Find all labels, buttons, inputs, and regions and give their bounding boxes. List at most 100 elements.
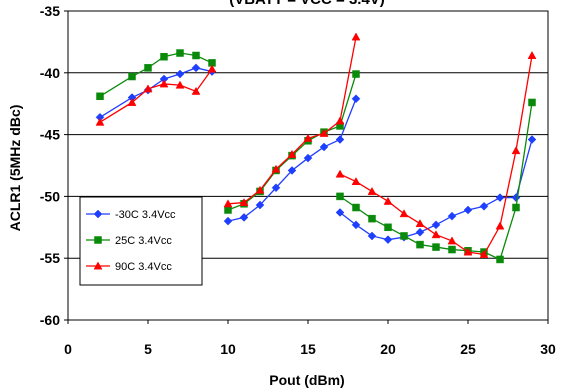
data-point bbox=[415, 227, 425, 237]
data-point bbox=[335, 135, 345, 144]
legend-marker bbox=[93, 261, 103, 270]
data-point bbox=[495, 193, 505, 202]
legend-item: 90C 3.4Vcc bbox=[86, 261, 172, 273]
series-layer bbox=[95, 32, 537, 264]
data-point bbox=[432, 243, 440, 251]
data-point bbox=[479, 249, 489, 258]
data-point bbox=[175, 69, 185, 79]
data-point bbox=[351, 32, 361, 41]
data-point bbox=[95, 117, 105, 126]
x-axis-title: Pout (dBm) bbox=[269, 372, 344, 388]
legend-item: 25C 3.4Vcc bbox=[86, 235, 172, 247]
data-point bbox=[511, 146, 521, 155]
data-point bbox=[528, 98, 536, 107]
data-point bbox=[463, 247, 473, 256]
data-point bbox=[351, 220, 361, 230]
data-point bbox=[224, 206, 232, 214]
data-point bbox=[383, 235, 393, 245]
data-point bbox=[431, 230, 441, 239]
legend-marker bbox=[93, 209, 103, 219]
data-point bbox=[176, 49, 184, 57]
x-tick-label: 5 bbox=[144, 341, 152, 357]
data-point bbox=[448, 245, 456, 254]
data-point bbox=[207, 64, 217, 73]
data-point bbox=[351, 177, 361, 186]
legend-marker bbox=[94, 236, 102, 244]
data-point bbox=[399, 209, 409, 218]
series-line bbox=[99, 68, 213, 123]
data-point bbox=[319, 128, 329, 137]
data-point bbox=[479, 201, 489, 211]
data-point bbox=[127, 97, 137, 106]
data-point bbox=[415, 219, 425, 228]
data-point bbox=[128, 72, 136, 81]
data-point bbox=[527, 135, 537, 144]
y-tick-label: -45 bbox=[40, 127, 60, 143]
data-point bbox=[96, 92, 104, 101]
data-point bbox=[239, 198, 249, 207]
legend: -30C 3.4Vcc 25C 3.4Vcc 90C 3.4Vcc bbox=[79, 196, 203, 286]
data-point bbox=[144, 64, 152, 72]
data-point bbox=[271, 183, 281, 193]
data-point bbox=[192, 51, 200, 60]
legend-label: -30C 3.4Vcc bbox=[115, 209, 176, 221]
y-tick-label: -40 bbox=[40, 65, 60, 81]
data-point bbox=[512, 203, 520, 212]
data-point bbox=[303, 153, 313, 163]
data-point bbox=[191, 63, 201, 73]
y-axis: -35 -40 -45 -50 -55 -60 bbox=[40, 3, 68, 328]
data-point bbox=[159, 79, 169, 88]
data-point bbox=[223, 199, 233, 208]
data-point bbox=[352, 70, 360, 78]
x-tick-label: 25 bbox=[460, 341, 476, 357]
chart-title: (VBATT = VCC = 3.4V) bbox=[229, 0, 385, 8]
data-point bbox=[416, 240, 424, 249]
data-point bbox=[447, 211, 457, 221]
data-point bbox=[191, 86, 201, 95]
data-point bbox=[255, 200, 265, 210]
data-point bbox=[351, 94, 361, 104]
x-tick-label: 30 bbox=[540, 341, 556, 357]
x-tick-label: 15 bbox=[300, 341, 316, 357]
data-point bbox=[511, 193, 521, 202]
data-point bbox=[287, 166, 297, 175]
data-point bbox=[447, 236, 457, 245]
legend-item: -30C 3.4Vcc bbox=[86, 209, 176, 221]
data-point bbox=[352, 203, 360, 212]
data-point bbox=[367, 231, 377, 241]
data-point bbox=[495, 221, 505, 230]
y-tick-label: -35 bbox=[40, 3, 60, 19]
data-point bbox=[383, 196, 393, 205]
data-point bbox=[335, 208, 345, 217]
x-tick-label: 10 bbox=[220, 341, 236, 357]
legend-label: 25C 3.4Vcc bbox=[115, 235, 172, 247]
series-line bbox=[227, 73, 357, 211]
data-point bbox=[367, 186, 377, 195]
x-tick-label: 0 bbox=[64, 341, 72, 357]
y-tick-label: -50 bbox=[40, 188, 60, 204]
data-point bbox=[335, 169, 345, 178]
data-point bbox=[223, 216, 233, 226]
data-point bbox=[287, 149, 297, 158]
data-point bbox=[335, 116, 345, 125]
series-line bbox=[227, 36, 357, 205]
data-point bbox=[143, 84, 153, 93]
data-point bbox=[271, 164, 281, 173]
y-tick-label: -55 bbox=[40, 250, 60, 266]
data-point bbox=[175, 80, 185, 89]
data-point bbox=[255, 185, 265, 194]
data-point bbox=[496, 255, 504, 264]
data-point bbox=[319, 142, 329, 152]
data-point bbox=[400, 232, 408, 240]
data-point bbox=[368, 214, 376, 223]
legend-label: 90C 3.4Vcc bbox=[115, 261, 172, 273]
data-point bbox=[336, 192, 344, 201]
data-point bbox=[463, 205, 473, 215]
data-point bbox=[431, 220, 441, 230]
data-point bbox=[160, 52, 168, 61]
series-3 bbox=[95, 32, 537, 258]
data-point bbox=[384, 223, 392, 232]
x-tick-label: 20 bbox=[380, 341, 396, 357]
data-point bbox=[527, 50, 537, 59]
